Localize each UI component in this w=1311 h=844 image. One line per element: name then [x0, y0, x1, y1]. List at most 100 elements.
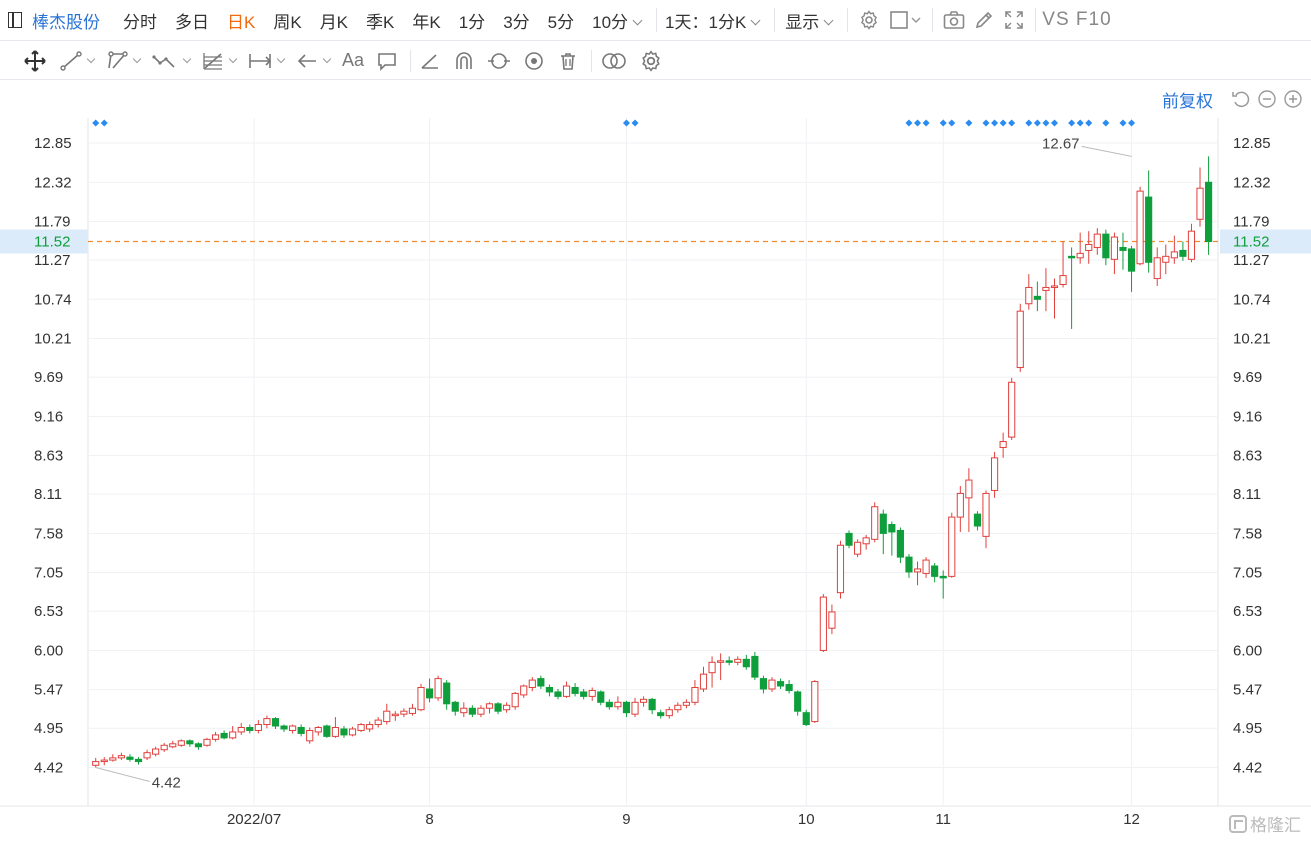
polyline-tool-icon[interactable]: [106, 46, 142, 76]
text-tool-icon[interactable]: Aa: [342, 50, 365, 70]
candle: [1059, 241, 1067, 288]
period-quarter-k[interactable]: 季K: [366, 12, 395, 32]
period-day-k[interactable]: 日K: [227, 12, 256, 32]
compare-icon[interactable]: [600, 46, 628, 76]
candle-body: [708, 661, 716, 674]
vs-f10-button[interactable]: VS F10: [1042, 9, 1112, 30]
multi-period-select[interactable]: 1天：1分K: [663, 8, 768, 33]
candle: [828, 604, 836, 635]
candle-body: [571, 686, 579, 694]
candle-body: [785, 684, 793, 691]
candle-body: [1179, 249, 1187, 257]
candle-body: [1145, 196, 1153, 263]
candle: [785, 680, 793, 694]
candle-body: [134, 758, 143, 763]
period-3min[interactable]: 3分: [503, 12, 530, 32]
candle: [922, 557, 930, 578]
candle: [1050, 278, 1059, 319]
event-marker: [1102, 119, 1110, 127]
angle-tool-icon[interactable]: [419, 46, 441, 76]
sidebar-toggle-icon[interactable]: [8, 12, 22, 28]
candle-body: [699, 673, 708, 690]
event-marker: [914, 119, 922, 127]
lock-drawing-icon[interactable]: [487, 46, 511, 76]
gear-icon[interactable]: [854, 5, 884, 35]
candle-body: [297, 726, 305, 734]
camera-icon[interactable]: [939, 5, 969, 35]
period-year-k[interactable]: 年K: [412, 12, 441, 32]
period-week-k[interactable]: 周K: [273, 12, 302, 32]
candle: [888, 521, 896, 556]
period-timeshare[interactable]: 分时: [123, 12, 157, 32]
zoom-out-icon[interactable]: [1257, 89, 1277, 109]
candle-body: [1119, 246, 1127, 251]
annotations: 12.67 4.42: [95, 135, 1132, 792]
display-menu[interactable]: 显示: [781, 8, 841, 33]
candle: [485, 702, 494, 714]
candle: [871, 502, 879, 543]
fullscreen-icon[interactable]: [999, 5, 1029, 35]
trash-icon[interactable]: [557, 46, 579, 76]
candle-body: [1187, 230, 1196, 260]
line-tool-icon[interactable]: [60, 46, 96, 76]
divider: [591, 49, 593, 72]
candle: [691, 680, 699, 706]
y-tick-label-left: 9.69: [34, 369, 63, 386]
candle: [648, 697, 656, 715]
candle-body: [254, 724, 262, 731]
candle: [1042, 268, 1050, 312]
candle: [1025, 274, 1033, 310]
candle-body: [845, 532, 853, 546]
candle-body: [854, 541, 862, 555]
measure-tool-icon[interactable]: [248, 46, 286, 76]
period-10min[interactable]: 10分: [583, 8, 650, 33]
candle: [1068, 247, 1076, 329]
fib-tool-icon[interactable]: [202, 46, 238, 76]
period-1min[interactable]: 1分: [458, 12, 486, 32]
candle: [622, 700, 631, 718]
candle: [699, 666, 708, 692]
move-cursor-icon[interactable]: [22, 46, 48, 76]
comment-tool-icon[interactable]: [376, 46, 398, 76]
candle: [434, 675, 442, 701]
event-markers: [92, 119, 1136, 127]
candle-body: [1162, 255, 1170, 263]
candle-body: [117, 755, 125, 759]
period-5min[interactable]: 5分: [547, 12, 575, 32]
eye-icon[interactable]: [523, 46, 545, 76]
candle-body: [973, 513, 982, 527]
candle-body: [725, 660, 733, 663]
zoom-in-icon[interactable]: [1283, 89, 1303, 109]
candle-body: [186, 740, 194, 745]
candle-body: [100, 759, 108, 763]
reset-icon[interactable]: [1231, 89, 1251, 109]
wave-tool-icon[interactable]: [152, 46, 192, 76]
candle: [862, 534, 870, 550]
candle-body: [554, 691, 562, 697]
period-multi-day[interactable]: 多日: [175, 12, 209, 32]
candle-body: [811, 681, 819, 723]
layout-square-icon[interactable]: [884, 5, 926, 35]
period-month-k[interactable]: 月K: [319, 12, 349, 32]
event-marker: [922, 119, 930, 127]
event-marker: [1050, 119, 1058, 127]
candle: [460, 702, 468, 718]
y-tick-label-left: 10.74: [34, 291, 72, 308]
pencil-icon[interactable]: [969, 5, 999, 35]
candle-body: [503, 704, 511, 711]
adjust-mode-button[interactable]: 前复权: [1162, 91, 1213, 111]
candle: [674, 702, 682, 713]
candle-body: [597, 691, 605, 703]
stock-name[interactable]: 棒杰股份: [32, 12, 100, 32]
y-tick-label-right: 10.21: [1233, 331, 1271, 348]
magnet-icon[interactable]: [453, 46, 475, 76]
arrow-tool-icon[interactable]: [296, 46, 332, 76]
candle: [229, 726, 237, 740]
candle-body: [665, 709, 673, 717]
candle-body: [956, 492, 964, 518]
candle-body: [631, 701, 639, 715]
gear-icon[interactable]: [640, 46, 662, 76]
candle-body: [1076, 252, 1084, 259]
candle: [263, 715, 271, 729]
